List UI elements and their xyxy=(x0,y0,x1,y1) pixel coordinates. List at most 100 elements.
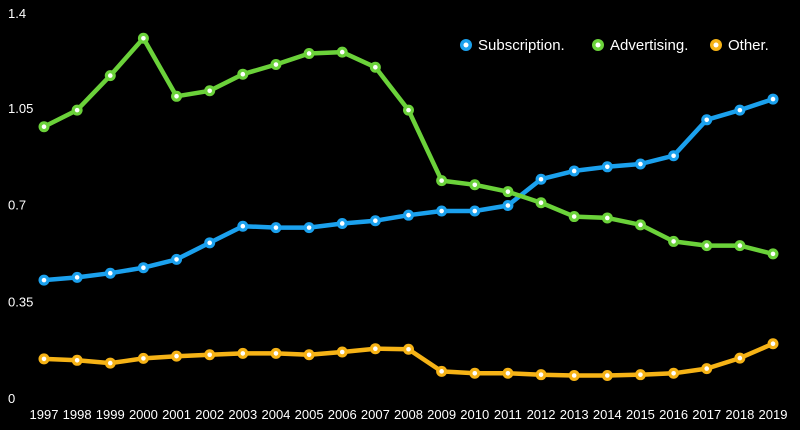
data-point-center xyxy=(141,265,146,270)
x-tick-label: 2019 xyxy=(759,407,788,422)
data-point-center xyxy=(406,212,411,218)
x-tick-label: 2012 xyxy=(527,407,556,422)
data-point-center xyxy=(770,251,776,257)
data-point-center xyxy=(174,257,179,262)
data-point-center xyxy=(373,218,378,224)
data-point-center xyxy=(472,208,478,214)
x-tick-label: 1999 xyxy=(96,407,125,422)
x-axis-ticks: 1997 1998 1999 2000 2001 2002 2003 2004 2005 2006… xyxy=(30,407,788,422)
data-point-center xyxy=(439,208,444,214)
data-point-center xyxy=(605,215,610,221)
data-point-center xyxy=(240,71,246,77)
data-point-center xyxy=(339,221,345,226)
x-tick-label: 2003 xyxy=(228,407,257,422)
data-point-center xyxy=(571,214,577,219)
data-point-center xyxy=(538,176,544,182)
data-point-center xyxy=(174,94,179,99)
data-point-center xyxy=(439,369,444,374)
data-point-center xyxy=(107,73,113,78)
y-tick-label: 1.4 xyxy=(8,6,26,21)
x-tick-label: 2016 xyxy=(659,407,688,422)
data-point-center xyxy=(141,356,146,361)
data-point-center xyxy=(339,49,345,55)
data-point-center xyxy=(240,223,246,229)
x-tick-label: 2006 xyxy=(328,407,357,422)
legend: Subscription. Advertising. Other. xyxy=(460,37,769,54)
data-point-center xyxy=(273,62,279,67)
data-point-center xyxy=(638,372,643,377)
legend-label: Other. xyxy=(728,37,769,54)
data-point-center xyxy=(605,373,610,378)
data-point-center xyxy=(74,107,80,113)
data-point-center xyxy=(207,88,212,94)
x-tick-label: 2015 xyxy=(626,407,655,422)
x-tick-label: 2018 xyxy=(725,407,754,422)
data-point-center xyxy=(41,277,47,283)
data-point-center xyxy=(505,370,511,376)
data-point-center xyxy=(605,164,610,170)
x-tick-label: 2008 xyxy=(394,407,423,422)
x-tick-label: 2002 xyxy=(195,407,224,422)
data-point-center xyxy=(571,168,577,174)
data-point-center xyxy=(41,124,47,130)
data-point-center xyxy=(737,243,743,248)
data-point-center xyxy=(704,117,710,123)
data-point-center xyxy=(638,222,643,228)
x-tick-label: 2011 xyxy=(494,407,522,422)
data-point-center xyxy=(306,51,312,56)
data-point-center xyxy=(538,372,544,377)
data-point-center xyxy=(373,346,378,351)
data-point-center xyxy=(74,358,80,363)
x-tick-label: 2001 xyxy=(162,407,191,422)
data-point-center xyxy=(505,189,511,194)
data-point-center xyxy=(107,360,113,366)
data-point-center xyxy=(638,161,643,167)
data-point-center xyxy=(240,351,246,356)
data-point-center xyxy=(174,353,179,359)
x-tick-label: 2000 xyxy=(129,407,158,422)
x-tick-label: 2017 xyxy=(692,407,721,422)
legend-label: Advertising. xyxy=(610,37,688,54)
data-point-center xyxy=(704,366,710,371)
data-point-center xyxy=(306,225,312,230)
legend-marker-center xyxy=(463,42,469,48)
x-tick-label: 2007 xyxy=(361,407,390,422)
data-point-center xyxy=(770,341,776,347)
data-point-center xyxy=(273,225,279,230)
series-points xyxy=(38,32,779,382)
data-point-center xyxy=(571,373,577,378)
data-point-center xyxy=(737,107,743,113)
data-point-center xyxy=(671,370,676,376)
data-point-center xyxy=(41,356,47,362)
data-point-center xyxy=(207,240,212,246)
x-tick-label: 2013 xyxy=(560,407,589,422)
y-tick-label: 0.35 xyxy=(8,294,33,309)
data-point-center xyxy=(107,270,113,276)
data-point-center xyxy=(141,35,146,41)
data-point-center xyxy=(505,203,511,208)
y-tick-label: 1.05 xyxy=(8,101,33,116)
y-axis-ticks: 0 0.35 0.7 1.05 1.4 xyxy=(8,6,33,406)
data-point-center xyxy=(439,178,444,183)
y-tick-label: 0 xyxy=(8,391,15,406)
data-point-center xyxy=(406,107,411,113)
legend-marker-center xyxy=(713,42,719,48)
x-tick-label: 2005 xyxy=(295,407,324,422)
y-tick-label: 0.7 xyxy=(8,198,26,213)
data-point-center xyxy=(770,96,776,102)
x-tick-label: 2009 xyxy=(427,407,456,422)
series-line-0 xyxy=(41,96,776,283)
data-point-center xyxy=(472,370,478,376)
series-lines xyxy=(41,36,776,378)
data-point-center xyxy=(671,239,676,244)
x-tick-label: 1998 xyxy=(63,407,92,422)
x-tick-label: 2010 xyxy=(460,407,489,422)
data-point-center xyxy=(704,243,710,248)
data-point-center xyxy=(306,352,312,358)
data-point-center xyxy=(207,352,212,358)
data-point-center xyxy=(273,351,279,356)
legend-marker-center xyxy=(595,42,601,48)
x-tick-label: 2004 xyxy=(261,407,290,422)
data-point-center xyxy=(74,275,80,280)
